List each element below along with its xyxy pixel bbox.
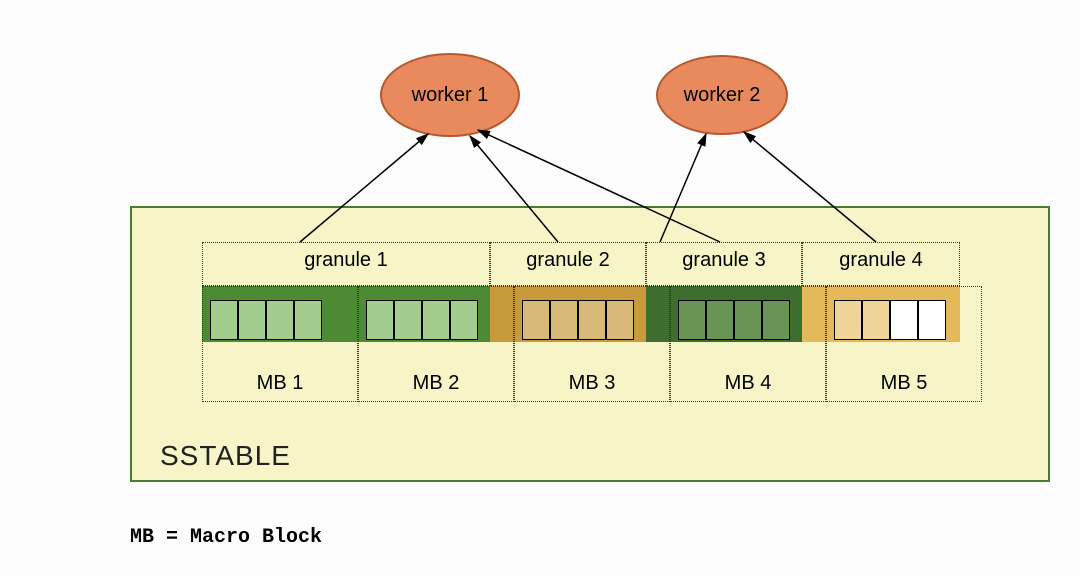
worker-1-node: worker 1 xyxy=(380,53,520,137)
micro-block xyxy=(366,300,394,340)
worker-2-node: worker 2 xyxy=(656,55,788,135)
granule-3: granule 3 xyxy=(646,242,802,286)
micro-block xyxy=(294,300,322,340)
micro-block xyxy=(890,300,918,340)
micro-block xyxy=(918,300,946,340)
micro-group-2 xyxy=(366,300,478,340)
micro-block xyxy=(210,300,238,340)
micro-block xyxy=(578,300,606,340)
micro-block xyxy=(550,300,578,340)
micro-block xyxy=(762,300,790,340)
micro-block xyxy=(422,300,450,340)
granule-3-label: granule 3 xyxy=(682,249,765,271)
worker-1-label: worker 1 xyxy=(412,84,489,107)
granule-4-label: granule 4 xyxy=(839,249,922,271)
micro-group-3 xyxy=(522,300,634,340)
micro-group-1 xyxy=(210,300,322,340)
micro-block xyxy=(606,300,634,340)
mb-4-label: MB 4 xyxy=(671,372,825,395)
micro-block xyxy=(394,300,422,340)
worker-2-label: worker 2 xyxy=(684,84,761,107)
micro-block xyxy=(734,300,762,340)
micro-group-5b xyxy=(890,300,946,340)
micro-block xyxy=(862,300,890,340)
micro-block xyxy=(450,300,478,340)
micro-block xyxy=(238,300,266,340)
legend-text: MB = Macro Block xyxy=(130,526,322,549)
granule-4: granule 4 xyxy=(802,242,960,286)
sstable-label: SSTABLE xyxy=(160,440,291,472)
micro-block xyxy=(834,300,862,340)
micro-block xyxy=(678,300,706,340)
granule-2-label: granule 2 xyxy=(526,249,609,271)
granule-1: granule 1 xyxy=(202,242,490,286)
diagram-stage: worker 1 worker 2 SSTABLE granule 1 gran… xyxy=(0,0,1080,576)
mb-2-label: MB 2 xyxy=(359,372,513,395)
micro-group-5a xyxy=(834,300,890,340)
mb-1-label: MB 1 xyxy=(203,372,357,395)
micro-block xyxy=(706,300,734,340)
mb-5-label: MB 5 xyxy=(827,372,981,395)
micro-block xyxy=(266,300,294,340)
granule-2: granule 2 xyxy=(490,242,646,286)
granule-1-label: granule 1 xyxy=(304,249,387,271)
mb-3-label: MB 3 xyxy=(515,372,669,395)
micro-group-4 xyxy=(678,300,790,340)
micro-block xyxy=(522,300,550,340)
